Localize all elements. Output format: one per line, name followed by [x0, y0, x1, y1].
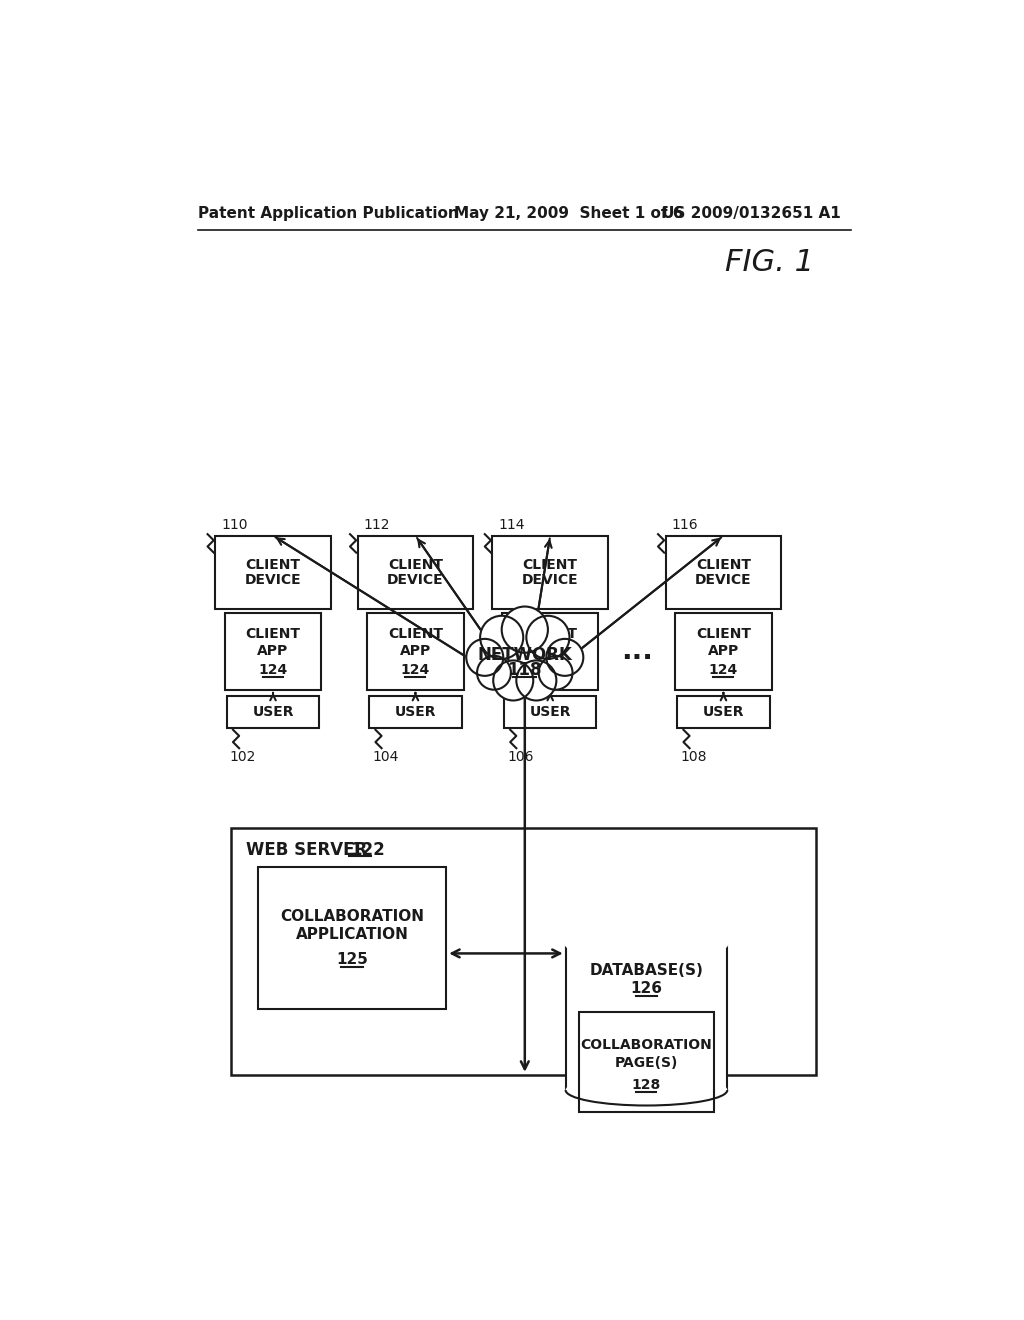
Bar — [215, 536, 331, 609]
Text: 102: 102 — [230, 751, 256, 764]
Text: APP: APP — [399, 644, 431, 659]
Bar — [566, 944, 727, 1090]
Text: APP: APP — [535, 644, 566, 659]
Bar — [368, 612, 464, 689]
Text: 104: 104 — [373, 751, 398, 764]
Bar — [226, 696, 319, 729]
Text: USER: USER — [702, 705, 744, 719]
Bar — [357, 536, 473, 609]
Text: COLLABORATION: COLLABORATION — [280, 909, 424, 924]
Text: CLIENT: CLIENT — [696, 557, 751, 572]
Text: May 21, 2009  Sheet 1 of 6: May 21, 2009 Sheet 1 of 6 — [454, 206, 683, 222]
Text: 122: 122 — [350, 841, 385, 859]
Text: CLIENT: CLIENT — [388, 627, 443, 642]
Text: CLIENT: CLIENT — [246, 557, 300, 572]
Text: 124: 124 — [258, 663, 288, 677]
Text: COLLABORATION: COLLABORATION — [581, 1038, 713, 1052]
Text: FIG. 1: FIG. 1 — [725, 248, 814, 277]
Text: 124: 124 — [536, 663, 565, 677]
Text: WEB SERVER: WEB SERVER — [246, 841, 373, 859]
Circle shape — [526, 615, 569, 659]
Ellipse shape — [486, 636, 563, 678]
Text: APPLICATION: APPLICATION — [296, 927, 409, 941]
Circle shape — [466, 639, 503, 676]
Bar — [225, 612, 322, 689]
Text: 126: 126 — [631, 981, 663, 997]
Ellipse shape — [565, 928, 727, 960]
Circle shape — [516, 660, 556, 701]
Text: APP: APP — [257, 644, 289, 659]
Circle shape — [477, 656, 511, 689]
Text: CLIENT: CLIENT — [388, 557, 443, 572]
Text: USER: USER — [394, 705, 436, 719]
Text: DEVICE: DEVICE — [387, 573, 443, 587]
Text: USER: USER — [529, 705, 571, 719]
Bar — [370, 696, 462, 729]
Ellipse shape — [565, 1074, 727, 1106]
Text: 110: 110 — [221, 517, 248, 532]
Text: DEVICE: DEVICE — [695, 573, 752, 587]
Text: 125: 125 — [336, 952, 368, 968]
Text: 116: 116 — [672, 517, 698, 532]
Text: 114: 114 — [499, 517, 525, 532]
Text: DATABASE(S): DATABASE(S) — [590, 964, 703, 978]
Bar — [666, 536, 781, 609]
Bar — [677, 696, 770, 729]
Text: CLIENT: CLIENT — [696, 627, 751, 642]
Bar — [504, 696, 596, 729]
Text: 124: 124 — [400, 663, 430, 677]
Bar — [502, 612, 598, 689]
Text: CLIENT: CLIENT — [246, 627, 300, 642]
Text: Patent Application Publication: Patent Application Publication — [199, 206, 459, 222]
Text: DEVICE: DEVICE — [522, 573, 579, 587]
Text: 112: 112 — [364, 517, 390, 532]
Text: CLIENT: CLIENT — [522, 557, 578, 572]
Text: US 2009/0132651 A1: US 2009/0132651 A1 — [662, 206, 841, 222]
Text: ...: ... — [621, 638, 652, 665]
Text: NETWORK: NETWORK — [477, 645, 572, 664]
Bar — [258, 867, 446, 1010]
Bar — [676, 612, 772, 689]
Text: 106: 106 — [507, 751, 534, 764]
Text: 118: 118 — [508, 661, 542, 680]
Circle shape — [502, 607, 548, 653]
Circle shape — [480, 615, 523, 659]
Text: PAGE(S): PAGE(S) — [614, 1056, 678, 1071]
Text: 128: 128 — [632, 1077, 662, 1092]
Bar — [493, 536, 608, 609]
Circle shape — [547, 639, 584, 676]
Text: 108: 108 — [680, 751, 707, 764]
Text: DEVICE: DEVICE — [245, 573, 301, 587]
Circle shape — [494, 660, 534, 701]
Bar — [580, 1011, 714, 1111]
Text: CLIENT: CLIENT — [522, 627, 578, 642]
Text: USER: USER — [252, 705, 294, 719]
Text: APP: APP — [708, 644, 739, 659]
Text: 124: 124 — [709, 663, 738, 677]
Bar — [230, 829, 816, 1074]
Circle shape — [539, 656, 572, 689]
